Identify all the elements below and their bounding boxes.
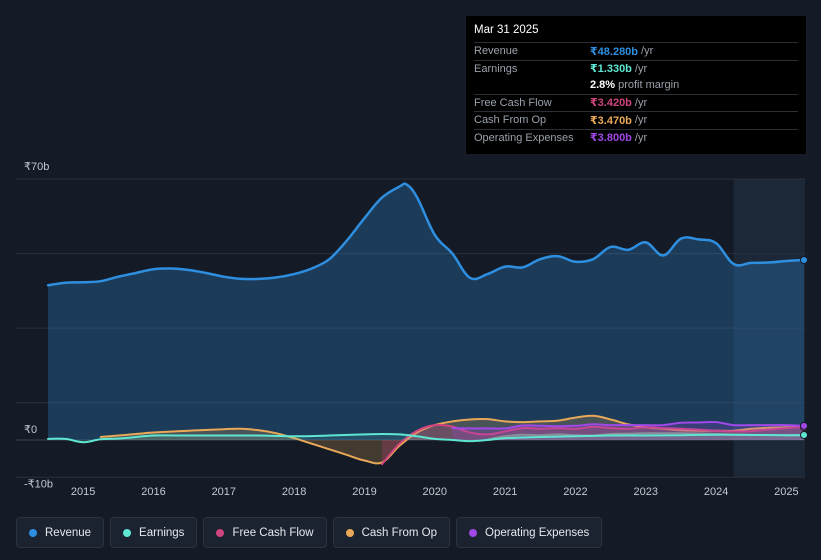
x-tick-label: 2015 — [71, 486, 95, 498]
tooltip-row-cfo: Cash From Op ₹3.470b /yr — [474, 112, 798, 130]
legend-revenue[interactable]: Revenue — [16, 517, 105, 548]
earnings-line — [47, 433, 805, 444]
y-tick-label: -₹10b — [24, 478, 53, 490]
x-tick-label: 2017 — [212, 486, 236, 498]
tooltip-value: 2.8% — [590, 79, 616, 92]
tooltip-label: Operating Expenses — [474, 131, 574, 144]
earnings-endpoint — [800, 431, 808, 440]
tooltip-label: Earnings — [474, 62, 518, 75]
x-tick-label: 2020 — [423, 486, 447, 498]
legend-label: Cash From Op — [361, 526, 438, 539]
x-tick-label: 2025 — [774, 486, 798, 498]
tooltip-row-margin: 2.8% profit margin — [474, 77, 798, 95]
chart-legend: Revenue Earnings Free Cash Flow Cash Fro… — [16, 517, 603, 548]
y-tick-label: ₹70b — [24, 161, 49, 173]
tooltip-label: Free Cash Flow — [474, 96, 552, 109]
revenue-endpoint — [800, 255, 808, 264]
x-tick-label: 2018 — [282, 486, 306, 498]
x-tick-label: 2024 — [704, 486, 728, 498]
tooltip-value: ₹3.420b — [590, 97, 632, 110]
x-tick-label: 2022 — [563, 486, 587, 498]
revenue-line — [46, 182, 806, 287]
tooltip-panel: Mar 31 2025 Revenue ₹48.280b /yr Earning… — [466, 16, 806, 154]
tooltip-row-opex: Operating Expenses ₹3.800b /yr — [474, 130, 798, 147]
tooltip-label: Revenue — [474, 45, 519, 58]
x-tick-label: 2016 — [141, 486, 165, 498]
tooltip-value: ₹1.330b — [590, 63, 632, 76]
opex-line — [451, 420, 805, 430]
cfo-line — [99, 414, 805, 465]
revenue-area — [48, 183, 804, 441]
tooltip-unit: profit margin — [618, 79, 680, 92]
legend-cash-from-op[interactable]: Cash From Op — [332, 517, 451, 548]
legend-dot-icon — [216, 528, 225, 537]
tooltip-unit: /yr — [641, 45, 654, 58]
tooltip-value: ₹3.470b — [590, 114, 632, 127]
legend-label: Operating Expenses — [485, 526, 590, 539]
x-tick-label: 2023 — [634, 486, 658, 498]
tooltip-row-earnings: Earnings ₹1.330b /yr — [474, 61, 798, 78]
tooltip-row-revenue: Revenue ₹48.280b /yr — [474, 43, 798, 61]
x-tick-label: 2021 — [493, 486, 517, 498]
legend-dot-icon — [345, 528, 354, 537]
legend-dot-icon — [469, 528, 478, 537]
opex-endpoint — [800, 421, 808, 430]
legend-free-cash-flow[interactable]: Free Cash Flow — [203, 517, 327, 548]
legend-earnings[interactable]: Earnings — [110, 517, 198, 548]
fcf-line — [381, 423, 805, 466]
tooltip-value: ₹48.280b — [590, 45, 639, 58]
tooltip-value: ₹3.800b — [590, 132, 632, 145]
legend-dot-icon — [123, 528, 132, 537]
legend-dot-icon — [29, 528, 37, 537]
legend-label: Revenue — [45, 526, 92, 539]
tooltip-unit: /yr — [634, 96, 648, 109]
tooltip-date: Mar 31 2025 — [474, 24, 798, 43]
y-tick-label: ₹0 — [24, 424, 37, 436]
tooltip-label: Cash From Op — [474, 114, 547, 127]
tooltip-unit: /yr — [634, 131, 648, 144]
legend-label: Earnings — [139, 526, 185, 539]
legend-label: Free Cash Flow — [232, 526, 314, 539]
tooltip-unit: /yr — [634, 62, 648, 75]
x-tick-label: 2019 — [352, 486, 376, 498]
tooltip-row-fcf: Free Cash Flow ₹3.420b /yr — [474, 95, 798, 112]
legend-operating-expenses[interactable]: Operating Expenses — [456, 517, 603, 548]
tooltip-unit: /yr — [634, 114, 648, 127]
